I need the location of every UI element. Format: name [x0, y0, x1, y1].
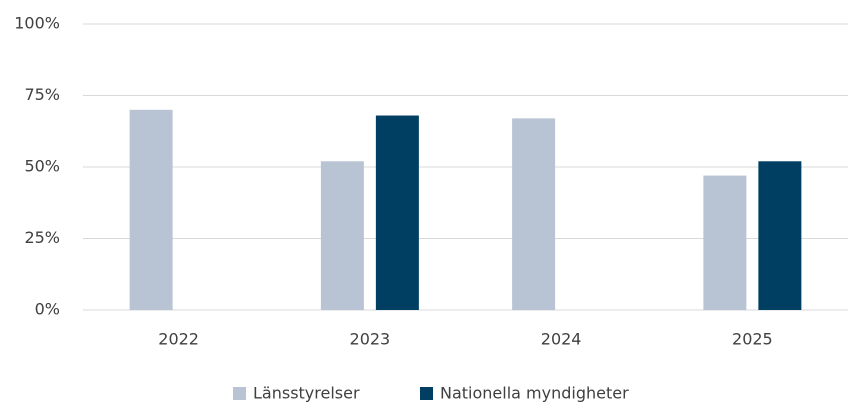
bar	[375, 115, 419, 311]
legend-swatch	[233, 387, 246, 400]
bar	[758, 161, 802, 310]
y-tick-label: 25%	[24, 228, 60, 247]
bar	[703, 175, 747, 310]
x-tick-label: 2023	[350, 330, 391, 349]
x-tick-label: 2022	[158, 330, 199, 349]
y-tick-label: 50%	[24, 157, 60, 176]
y-tick-label: 75%	[24, 85, 60, 104]
legend-swatch	[420, 387, 433, 400]
y-tick-label: 0%	[35, 300, 60, 319]
y-tick-label: 100%	[14, 14, 60, 33]
bar	[512, 118, 556, 310]
bar	[129, 109, 173, 310]
legend-label: Nationella myndigheter	[440, 384, 629, 403]
x-tick-label: 2025	[732, 330, 773, 349]
x-tick-label: 2024	[541, 330, 582, 349]
legend-label: Länsstyrelser	[253, 384, 360, 403]
bar	[320, 161, 364, 310]
